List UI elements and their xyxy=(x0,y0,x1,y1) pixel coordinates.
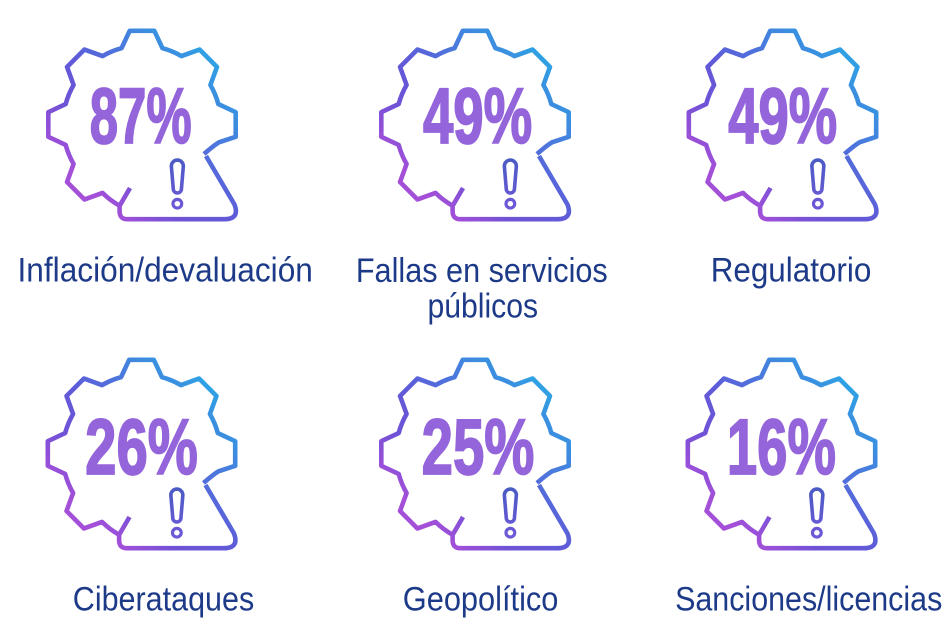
svg-text:25%: 25% xyxy=(422,403,535,491)
svg-text:públicos: públicos xyxy=(427,288,538,326)
svg-text:49%: 49% xyxy=(423,72,532,160)
svg-text:49%: 49% xyxy=(728,72,837,160)
svg-text:16%: 16% xyxy=(727,403,836,491)
svg-text:Regulatorio: Regulatorio xyxy=(711,252,872,290)
svg-text:26%: 26% xyxy=(85,403,198,491)
svg-text:87%: 87% xyxy=(90,72,192,160)
svg-text:Geopolítico: Geopolítico xyxy=(403,580,559,618)
svg-text:Fallas en servicios: Fallas en servicios xyxy=(356,252,608,290)
svg-text:Inflación/devaluación: Inflación/devaluación xyxy=(18,252,313,290)
svg-text:Ciberataques: Ciberataques xyxy=(73,580,254,618)
svg-text:Sanciones/licencias: Sanciones/licencias xyxy=(675,580,942,618)
